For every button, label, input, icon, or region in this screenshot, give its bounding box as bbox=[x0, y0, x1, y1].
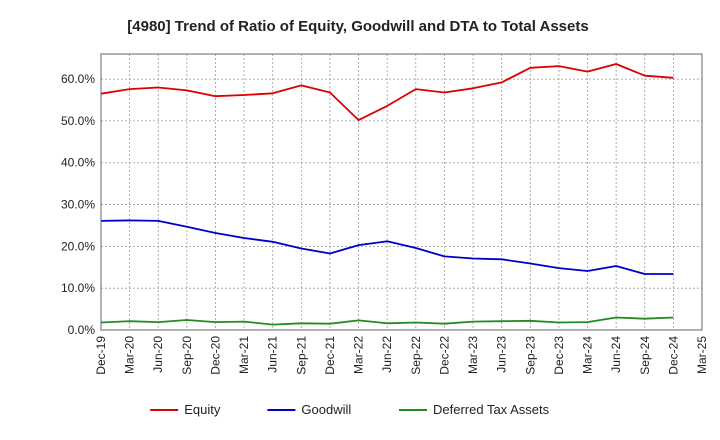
x-tick-label: Jun-24 bbox=[609, 336, 623, 373]
x-tick-label: Mar-22 bbox=[352, 336, 366, 374]
series-line-equity bbox=[100, 63, 674, 121]
x-tick-label: Sep-22 bbox=[409, 336, 423, 375]
chart-title: [4980] Trend of Ratio of Equity, Goodwil… bbox=[127, 18, 588, 35]
x-tick-label: Jun-22 bbox=[380, 336, 394, 373]
x-tick-label: Jun-20 bbox=[151, 336, 165, 373]
axis-layer: Dec-19 Mar-20 Jun-20 Sep-20 Dec-20 Mar-21 Jun-… bbox=[61, 72, 709, 375]
legend-label-equity: Equity bbox=[184, 402, 221, 417]
x-tick-label: Mar-25 bbox=[695, 336, 709, 374]
x-tick-label: Dec-20 bbox=[208, 336, 222, 375]
x-tick-label: Dec-21 bbox=[323, 336, 337, 375]
x-tick-label: Dec-24 bbox=[666, 336, 680, 375]
y-tick-label: 20.0% bbox=[61, 239, 95, 253]
plot-frame bbox=[100, 53, 703, 331]
legend: Equity Goodwill Deferred Tax Assets bbox=[150, 402, 550, 417]
x-tick-label: Sep-21 bbox=[294, 336, 308, 375]
x-tick-label: Mar-24 bbox=[581, 336, 595, 374]
x-tick-label: Dec-23 bbox=[552, 336, 566, 375]
x-tick-label: Sep-23 bbox=[523, 336, 537, 375]
y-tick-label: 10.0% bbox=[61, 281, 95, 295]
x-tick-label: Mar-23 bbox=[466, 336, 480, 374]
legend-label-deferred-tax-assets: Deferred Tax Assets bbox=[433, 402, 550, 417]
y-tick-label: 40.0% bbox=[61, 156, 95, 170]
series-line-goodwill bbox=[100, 219, 674, 275]
grid-layer bbox=[101, 54, 702, 330]
legend-label-goodwill: Goodwill bbox=[301, 402, 351, 417]
series-layer bbox=[100, 63, 674, 326]
x-tick-label: Mar-20 bbox=[123, 336, 137, 374]
x-tick-label: Sep-24 bbox=[638, 336, 652, 375]
x-tick-label: Mar-21 bbox=[237, 336, 251, 374]
x-tick-label: Dec-19 bbox=[94, 336, 108, 375]
y-tick-label: 60.0% bbox=[61, 72, 95, 86]
x-tick-label: Jun-23 bbox=[495, 336, 509, 373]
x-tick-label: Sep-20 bbox=[180, 336, 194, 375]
x-tick-label: Dec-22 bbox=[437, 336, 451, 375]
y-tick-label: 30.0% bbox=[61, 198, 95, 212]
series-line-deferred-tax-assets bbox=[100, 316, 674, 326]
y-tick-label: 50.0% bbox=[61, 114, 95, 128]
y-tick-label: 0.0% bbox=[68, 323, 96, 337]
x-tick-label: Jun-21 bbox=[266, 336, 280, 373]
